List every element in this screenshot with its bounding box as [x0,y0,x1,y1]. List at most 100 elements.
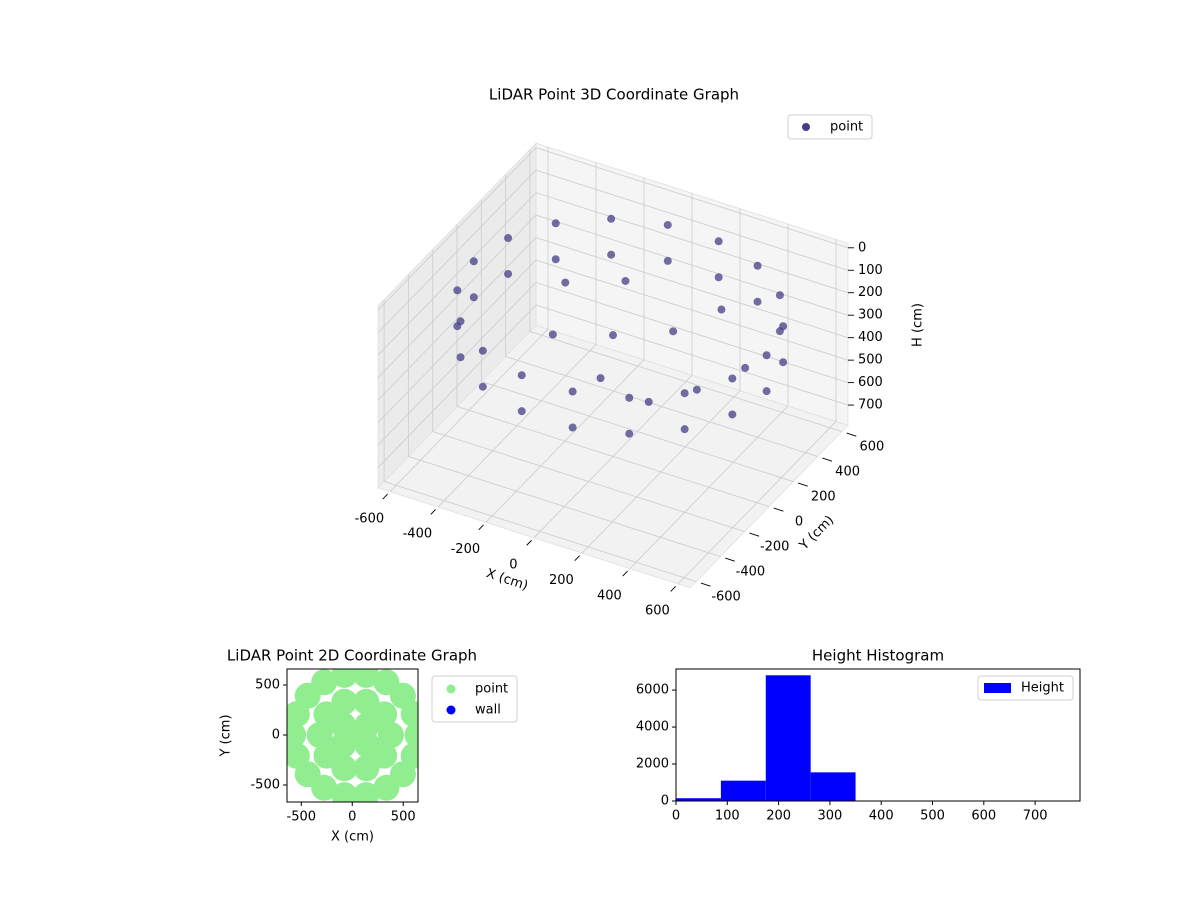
grid-line [481,381,794,482]
y-tick-label: 200 [811,490,836,505]
point [680,425,689,434]
point [753,261,762,270]
point [609,331,617,340]
point [625,429,634,438]
chart-2d: point wall -500 0 500 -500 0 500 X (cm) Y (cm) LiD… [219,647,518,845]
point [400,742,418,769]
tick-mark [526,539,532,546]
grid-line [535,147,849,249]
chart-3d: -600 -400 -200 0 200 400 600 -600 -400 -200 0 200 40… [355,86,926,619]
point [287,722,307,748]
y-tick-label: -400 [736,565,766,580]
tick-mark [846,432,857,437]
point [607,250,616,259]
x-tick-label: -400 [403,527,433,542]
legend-box [431,675,518,723]
point [478,346,487,355]
x-tick-label: 500 [391,810,416,825]
point [775,291,784,300]
grid-line [377,282,537,446]
point [330,732,357,758]
point [621,276,630,285]
point [762,387,771,396]
tick-mark [622,570,628,577]
legend-marker [984,683,1011,693]
point [644,397,653,406]
x-tick-label: 0 [348,810,356,825]
tick-mark [574,555,580,561]
x-tick-label: 600 [971,809,996,824]
z-tick-label: 400 [858,330,883,345]
point [663,256,672,265]
tick-mark [725,557,735,562]
legend-marker [446,684,456,694]
chart-histogram: Height 0 100 200 300 400 500 600 700 0 2000 4000 600… [636,647,1081,824]
point [353,782,380,802]
tick-mark [478,524,484,531]
x-axis-label: X (cm) [484,566,530,594]
point [453,322,462,331]
x-tick-label: 400 [597,588,622,603]
grid-line [377,259,537,423]
x-tick-label: 300 [817,809,842,824]
point [551,219,560,228]
legend-marker [802,123,810,131]
chart-title: Height Histogram [812,647,944,665]
point [775,327,784,336]
point [517,371,526,380]
tick-mark [382,493,388,500]
point [353,669,380,688]
grid-line [377,192,537,356]
z-tick-label: 0 [858,240,866,255]
grid-line [377,304,537,468]
bar [810,772,856,801]
point [469,293,478,302]
point [717,305,726,314]
point [373,669,400,696]
x-tick-label: 500 [920,809,945,824]
grid-line [535,259,849,361]
point [377,722,404,748]
legend-box [977,675,1074,701]
plot-area [287,669,418,802]
axes-frame [675,668,1081,802]
y-tick-label: -600 [711,590,741,605]
bar [765,675,811,801]
point [669,327,678,336]
point [762,351,771,360]
point [354,712,381,738]
y-tick-label: -200 [760,540,790,555]
x-tick-label: 0 [509,558,517,573]
chart-title: LiDAR Point 3D Coordinate Graph [489,86,739,104]
z-tick-label: 600 [858,375,883,390]
grid-line [377,147,537,311]
legend-marker [446,705,456,715]
point [331,782,358,802]
grid-line [535,304,849,406]
x-tick-label: 700 [1023,809,1048,824]
point [456,353,465,362]
point [453,286,462,295]
y-tick-label: 6000 [636,683,669,698]
point [469,257,478,266]
point [404,722,418,748]
point [517,407,526,416]
point [596,374,605,383]
legend-label: point [830,120,863,135]
point [714,237,723,246]
legend-label: wall [475,703,501,718]
legend-label: Height [1021,681,1064,696]
y-tick-label: 500 [255,678,280,693]
grid-line [432,431,745,532]
grid-line [377,237,537,401]
point [330,712,357,738]
legend-label: point [475,682,508,697]
y-tick-label: 600 [859,440,884,455]
point [287,701,310,728]
point [692,385,701,394]
tick-mark [430,509,436,515]
grid-line [408,456,721,557]
point [568,423,577,432]
